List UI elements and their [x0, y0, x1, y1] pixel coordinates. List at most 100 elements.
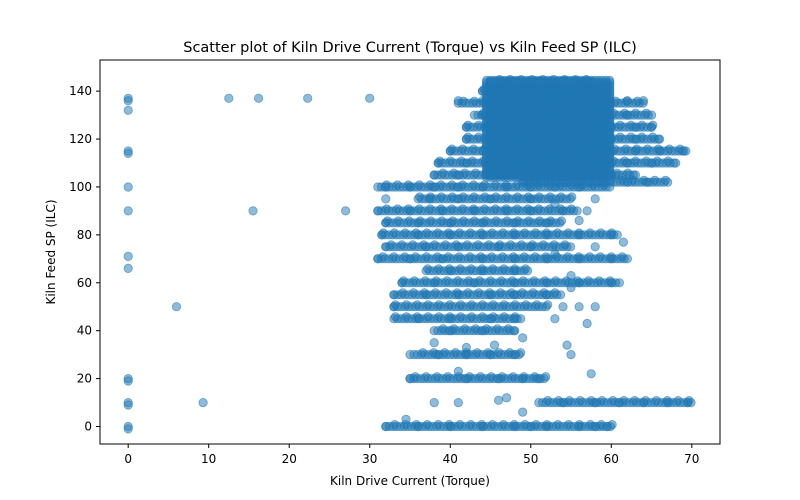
- data-point: [461, 122, 471, 132]
- data-point: [469, 278, 479, 288]
- data-point: [303, 93, 313, 103]
- data-point: [574, 86, 584, 96]
- data-point: [558, 302, 568, 312]
- data-point: [437, 254, 447, 264]
- data-point: [453, 170, 463, 180]
- data-point: [510, 254, 520, 264]
- y-tick-label: 140: [69, 84, 92, 98]
- y-tick-label: 0: [84, 420, 92, 434]
- data-point: [248, 206, 258, 216]
- data-point: [445, 326, 455, 336]
- x-tick-label: 0: [124, 452, 132, 466]
- data-point: [526, 96, 536, 106]
- data-point: [429, 397, 439, 408]
- data-point: [389, 290, 399, 300]
- data-point: [453, 182, 463, 192]
- data-point: [622, 158, 633, 168]
- band-point: [572, 206, 582, 216]
- data-point: [598, 177, 608, 187]
- data-point: [461, 373, 471, 384]
- data-point: [582, 170, 592, 180]
- data-point: [429, 278, 439, 288]
- data-point: [477, 146, 488, 156]
- data-point: [590, 194, 600, 204]
- data-point: [453, 397, 463, 408]
- data-point: [485, 349, 496, 360]
- data-point: [646, 122, 657, 132]
- data-point: [413, 218, 423, 228]
- data-point: [510, 266, 520, 276]
- data-point: [566, 282, 576, 293]
- data-point: [405, 373, 415, 384]
- data-point: [526, 182, 536, 192]
- y-tick-label: 100: [69, 180, 92, 194]
- data-point: [123, 206, 133, 216]
- data-point: [550, 182, 560, 192]
- data-point: [381, 182, 391, 192]
- data-point: [405, 254, 415, 264]
- data-point: [558, 77, 568, 87]
- data-point: [123, 182, 133, 192]
- data-point: [413, 421, 423, 432]
- data-point: [574, 96, 584, 106]
- data-point: [679, 146, 689, 156]
- data-point: [542, 230, 552, 240]
- data-point: [590, 302, 600, 312]
- data-point: [501, 110, 512, 120]
- data-point: [123, 105, 133, 115]
- data-point: [123, 251, 133, 261]
- data-point: [429, 338, 439, 348]
- x-tick-label: 50: [523, 452, 538, 466]
- data-point: [405, 182, 415, 192]
- data-point: [477, 421, 488, 432]
- data-point: [510, 218, 520, 228]
- band-point: [543, 300, 553, 310]
- data-point: [510, 230, 520, 240]
- chart-title: Scatter plot of Kiln Drive Current (Torq…: [183, 40, 636, 56]
- data-point: [558, 158, 568, 168]
- data-point: [558, 134, 568, 144]
- data-point: [381, 242, 391, 252]
- data-point: [461, 158, 471, 168]
- data-point: [501, 206, 512, 216]
- data-point: [510, 278, 520, 288]
- data-point: [445, 314, 455, 324]
- data-point: [558, 206, 568, 216]
- data-point: [433, 158, 443, 168]
- data-point: [614, 278, 625, 288]
- data-point: [590, 397, 600, 408]
- y-axis-label: Kiln Feed SP (ILC): [44, 199, 58, 304]
- data-point: [453, 96, 463, 106]
- data-point: [602, 421, 612, 432]
- data-point: [485, 122, 496, 132]
- data-point: [550, 170, 560, 180]
- data-point: [477, 254, 488, 264]
- data-point: [433, 349, 443, 360]
- data-point: [534, 122, 544, 132]
- data-point: [254, 93, 264, 103]
- data-point: [445, 146, 455, 156]
- data-point: [489, 340, 500, 350]
- y-tick-label: 40: [77, 324, 92, 338]
- data-point: [566, 270, 576, 281]
- data-point: [542, 254, 552, 264]
- data-point: [622, 177, 633, 187]
- data-point: [453, 366, 463, 376]
- x-axis-label: Kiln Drive Current (Torque): [330, 474, 490, 488]
- data-point: [340, 206, 351, 216]
- data-point: [510, 421, 520, 432]
- data-point: [171, 302, 182, 312]
- data-point: [429, 170, 439, 180]
- data-point: [413, 230, 423, 240]
- data-point: [518, 373, 528, 384]
- data-point: [582, 122, 592, 132]
- data-point: [123, 376, 133, 386]
- x-tick-label: 30: [362, 452, 377, 466]
- data-point: [453, 194, 463, 204]
- data-point: [582, 134, 592, 144]
- data-point: [485, 134, 496, 144]
- data-point: [550, 199, 560, 209]
- data-point: [526, 242, 536, 252]
- data-point: [618, 237, 629, 247]
- data-point: [123, 96, 133, 106]
